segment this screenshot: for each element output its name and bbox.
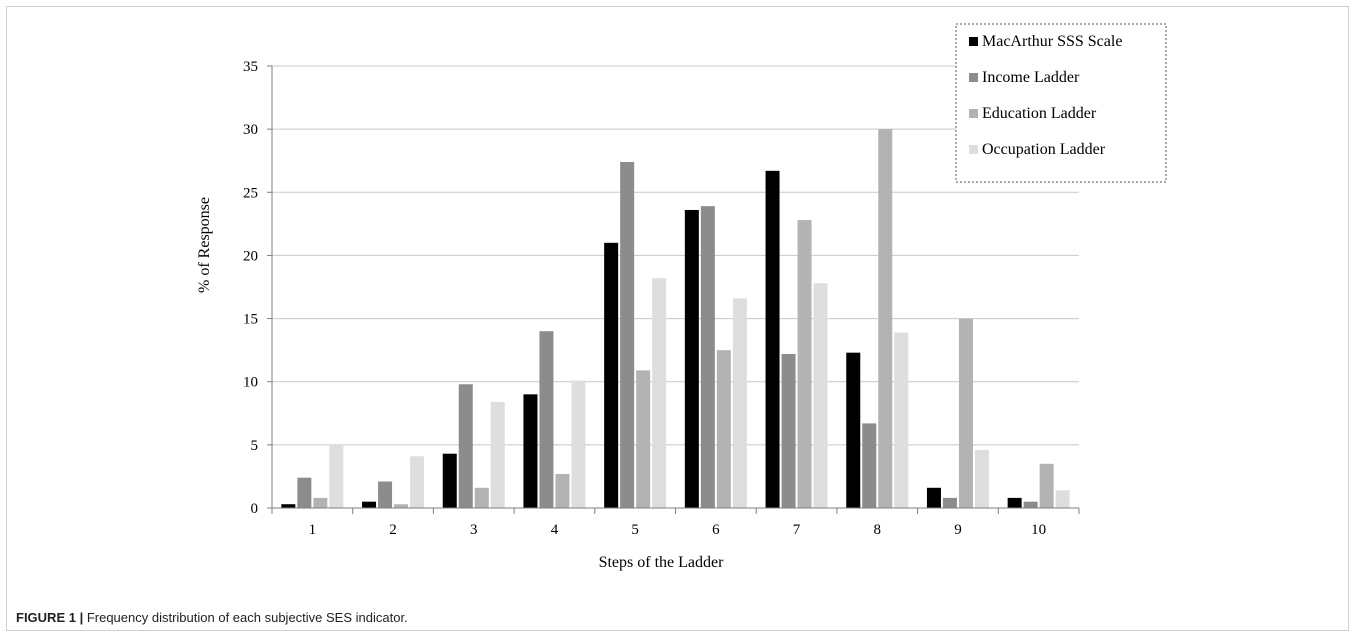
x-tick-label: 1 (309, 522, 317, 538)
x-tick-label: 9 (954, 522, 962, 538)
y-tick-label: 15 (243, 312, 258, 328)
bar (362, 501, 377, 508)
bar (846, 352, 861, 508)
figure-caption-label: FIGURE 1 | (16, 610, 84, 625)
y-tick-label: 25 (243, 185, 258, 201)
bar (555, 473, 570, 508)
x-tick-label: 8 (874, 522, 882, 538)
bar (636, 370, 651, 508)
bar (523, 394, 538, 508)
bar (281, 504, 296, 508)
legend-box (955, 23, 1167, 183)
bar (297, 477, 312, 508)
bar (894, 332, 909, 508)
bar (1007, 497, 1022, 508)
bar (313, 497, 328, 508)
figure-caption-text: Frequency distribution of each subjectiv… (86, 610, 408, 625)
y-tick-label: 30 (243, 122, 258, 138)
legend-label: MacArthur SSS Scale (982, 33, 1122, 50)
legend-label: Occupation Ladder (982, 141, 1106, 158)
x-tick-label: 10 (1031, 522, 1046, 538)
bar (958, 318, 973, 508)
bar (732, 298, 747, 508)
axes (267, 65, 1080, 514)
bar (410, 456, 425, 508)
bar (394, 504, 409, 508)
legend-swatch (969, 109, 978, 118)
bar (974, 449, 989, 508)
bar (797, 220, 812, 508)
bar (1023, 501, 1038, 508)
bar (1039, 463, 1054, 508)
y-tick-label: 5 (251, 438, 259, 454)
bar (474, 487, 489, 508)
x-tick-label: 4 (551, 522, 559, 538)
gridlines (272, 65, 1079, 446)
bar (942, 497, 957, 508)
bar (539, 331, 554, 508)
x-tick-label: 7 (793, 522, 801, 538)
bar (329, 444, 344, 508)
bar (604, 242, 619, 509)
x-tick-label: 5 (631, 522, 639, 538)
legend-label: Income Ladder (982, 69, 1080, 86)
bar (781, 353, 796, 508)
x-tick-label: 6 (712, 522, 720, 538)
bar (442, 453, 457, 508)
legend-label: Education Ladder (982, 105, 1097, 122)
bars (281, 129, 1070, 509)
bar (862, 423, 877, 508)
bar (716, 350, 731, 508)
bar (378, 481, 393, 508)
y-tick-label: 10 (243, 375, 258, 391)
x-tick-label: 2 (389, 522, 397, 538)
y-tick-label: 0 (251, 501, 259, 517)
bar (458, 384, 473, 508)
bar (926, 487, 941, 508)
bar (700, 206, 715, 509)
bar (878, 129, 893, 508)
bar (1055, 490, 1070, 508)
bar (652, 278, 667, 508)
bar (813, 283, 828, 508)
legend-swatch (969, 145, 978, 154)
y-tick-label: 20 (243, 248, 258, 264)
legend: MacArthur SSS Scale Income Ladder Educatio… (955, 23, 1167, 183)
x-tick-label: 3 (470, 522, 478, 538)
legend-swatch (969, 37, 978, 46)
y-tick-labels: 0 5 10 15 20 25 30 35 (243, 59, 258, 517)
x-tick-labels: 1 2 3 4 5 6 7 8 9 10 (309, 522, 1047, 538)
bar (620, 161, 635, 508)
y-axis-title: % of Response (196, 197, 213, 293)
x-axis-title: Steps of the Ladder (599, 554, 725, 571)
y-tick-label: 35 (243, 59, 258, 75)
bar (684, 209, 699, 509)
legend-swatch (969, 73, 978, 82)
bar (765, 170, 780, 508)
figure-caption: FIGURE 1 | Frequency distribution of eac… (16, 610, 408, 625)
bar (490, 401, 505, 508)
bar (571, 380, 586, 508)
